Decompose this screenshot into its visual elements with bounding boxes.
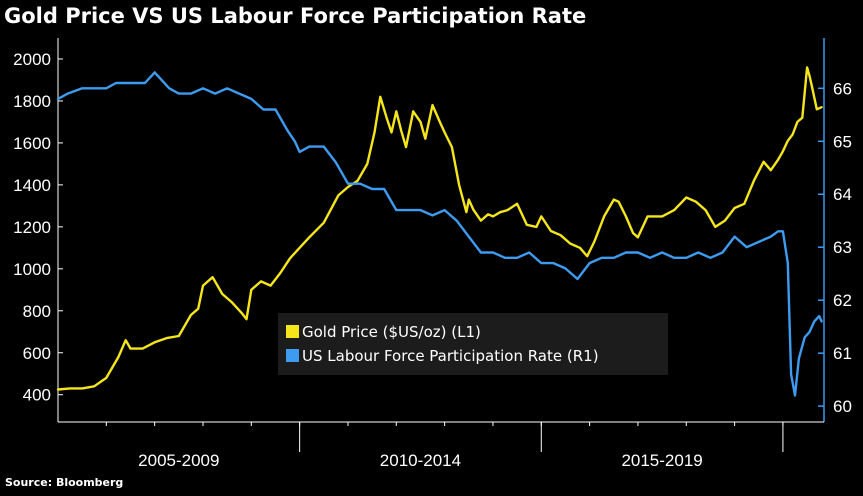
right-tick-label: 65 (833, 132, 852, 151)
right-tick-label: 66 (833, 79, 852, 98)
right-tick-label: 61 (833, 344, 852, 363)
right-tick-label: 62 (833, 291, 852, 310)
left-tick-label: 1600 (13, 134, 51, 153)
left-tick-label: 1000 (13, 260, 51, 279)
legend-layer: Gold Price ($US/oz) (L1) US Labour Force … (286, 323, 599, 365)
axes-layer: 400 600 800 1000 1200 1400 1600 1800 2000 60 61 62 6… (13, 38, 852, 470)
chart-title: Gold Price VS US Labour Force Participat… (4, 4, 587, 28)
right-tick-label: 64 (833, 185, 852, 204)
right-tick-label: 60 (833, 397, 852, 416)
left-tick-label: 800 (23, 302, 51, 321)
legend-swatch-gold (286, 325, 299, 338)
x-category-label: 2005-2009 (138, 451, 219, 470)
legend-label: Gold Price ($US/oz) (L1) (302, 323, 481, 341)
left-tick-label: 1200 (13, 218, 51, 237)
series-layer (56, 66, 823, 397)
legend-label: US Labour Force Participation Rate (R1) (302, 347, 599, 365)
right-tick-label: 63 (833, 238, 852, 257)
left-tick-label: 1800 (13, 92, 51, 111)
legend-swatch-participation (286, 349, 299, 362)
left-tick-label: 400 (23, 386, 51, 405)
left-tick-label: 2000 (13, 50, 51, 69)
gold-price-line (56, 66, 823, 391)
source-note: Source: Bloomberg (5, 476, 124, 489)
left-tick-label: 1400 (13, 176, 51, 195)
x-category-label: 2015-2019 (621, 451, 702, 470)
legend-background-layer (278, 313, 668, 375)
left-tick-label: 600 (23, 344, 51, 363)
x-category-label: 2010-2014 (380, 451, 461, 470)
participation-rate-line (56, 71, 823, 397)
legend-box (278, 313, 668, 375)
